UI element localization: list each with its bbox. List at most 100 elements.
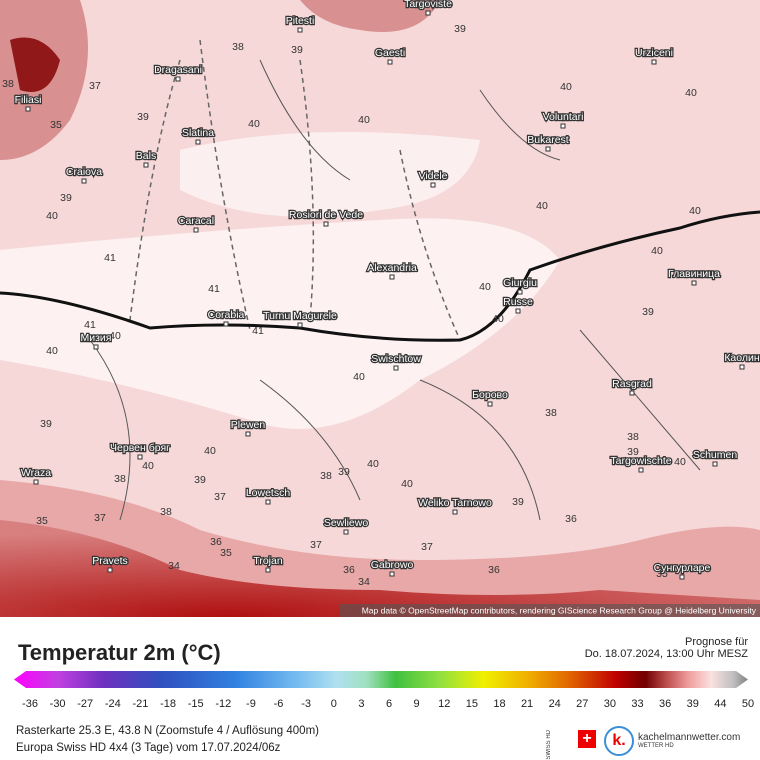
colorbar-tick-label: 44 bbox=[714, 698, 726, 710]
country-border bbox=[0, 210, 760, 342]
isotherm-label: 39 bbox=[137, 111, 149, 123]
isotherm-label: 39 bbox=[642, 306, 654, 318]
isotherm-label: 34 bbox=[168, 560, 180, 572]
city-marker bbox=[560, 123, 566, 129]
isotherm-label: 39 bbox=[194, 474, 206, 486]
colorbar-tick-label: 6 bbox=[386, 698, 392, 710]
city-label: Rasgrad bbox=[612, 378, 652, 390]
colorbar-tick-label: 30 bbox=[604, 698, 616, 710]
city-marker bbox=[265, 499, 271, 505]
forecast-label: Prognose für bbox=[685, 636, 748, 648]
city-label: Targowischte bbox=[610, 455, 671, 467]
isotherm-label: 36 bbox=[210, 536, 222, 548]
attribution-bg bbox=[340, 604, 760, 617]
isotherm-label: 35 bbox=[36, 515, 48, 527]
city-label: Gabrowo bbox=[371, 559, 414, 571]
isotherm-label: 39 bbox=[291, 44, 303, 56]
isotherm-label: 37 bbox=[310, 539, 322, 551]
city-marker bbox=[193, 227, 199, 233]
colorbar bbox=[14, 671, 748, 688]
city-marker bbox=[517, 289, 523, 295]
city-label: Plewen bbox=[231, 419, 266, 431]
isotherm-label: 38 bbox=[160, 506, 172, 518]
colorbar-tick-label: -24 bbox=[105, 698, 121, 710]
isotherm-label: 38 bbox=[545, 407, 557, 419]
city-label: Bals bbox=[136, 150, 156, 162]
isotherm-label: 40 bbox=[109, 330, 121, 342]
city-marker bbox=[297, 27, 303, 33]
site[interactable]: kachelmannwetter.com WETTER HD bbox=[638, 732, 740, 749]
isotherm-label: 36 bbox=[343, 564, 355, 576]
isotherm-label: 35 bbox=[50, 119, 62, 131]
cool-area bbox=[180, 132, 480, 217]
isotherm-label: 40 bbox=[142, 460, 154, 472]
city-label: Trojan bbox=[253, 555, 283, 567]
colorbar-tick-label: 33 bbox=[631, 698, 643, 710]
colorbar-tick-label: -15 bbox=[188, 698, 204, 710]
colorbar-tick-label: 12 bbox=[438, 698, 450, 710]
isotherm-label: 40 bbox=[492, 313, 504, 325]
site-sub: WETTER HD bbox=[638, 743, 674, 749]
city-marker bbox=[81, 178, 87, 184]
city-label: Urziceni bbox=[635, 47, 673, 59]
isotherm-label: 39 bbox=[454, 23, 466, 35]
city-label: Wraza bbox=[21, 467, 51, 479]
city-marker bbox=[223, 321, 229, 327]
isotherm-label: 40 bbox=[689, 205, 701, 217]
isotherm-label: 36 bbox=[488, 564, 500, 576]
city-label: Rosiori de Vede bbox=[289, 209, 363, 221]
isotherm-label: 37 bbox=[421, 541, 433, 553]
city-marker bbox=[387, 59, 393, 65]
isotherm-label: 38 bbox=[320, 470, 332, 482]
colorbar-tick-label: 36 bbox=[659, 698, 671, 710]
isotherm-label: 40 bbox=[46, 210, 58, 222]
city-label: Gaesti bbox=[375, 47, 405, 59]
city-label: Videle bbox=[419, 170, 448, 182]
city-label: Pitesti bbox=[286, 15, 315, 27]
isotherm-label: 40 bbox=[685, 87, 697, 99]
city-label: Targoviste bbox=[404, 0, 452, 10]
isotherm-label: 40 bbox=[353, 371, 365, 383]
isotherm-label: 40 bbox=[248, 118, 260, 130]
isotherm-label: 40 bbox=[479, 281, 491, 293]
city-label: Alexandria bbox=[367, 262, 417, 274]
colorbar-ticks: -36 -30 -27 -24 -21 -18 -15 -12 -9 -6 -3 0 3 6 9 12 15 18… bbox=[22, 698, 754, 710]
city-marker bbox=[297, 322, 303, 328]
isotherm-label: 39 bbox=[60, 192, 72, 204]
colorbar-tick-label: -27 bbox=[77, 698, 93, 710]
city-label: Dragasani bbox=[154, 64, 202, 76]
isotherm-label: 35 bbox=[656, 568, 668, 580]
isotherm-label: 40 bbox=[674, 456, 686, 468]
city-marker bbox=[25, 106, 31, 112]
city-marker bbox=[389, 274, 395, 280]
colorbar-tick-label: 39 bbox=[687, 698, 699, 710]
isotherm-label: 35 bbox=[220, 547, 232, 559]
city-label: Filiasi bbox=[15, 94, 42, 106]
city-marker bbox=[679, 574, 685, 580]
colorbar-tick-label: 50 bbox=[742, 698, 754, 710]
city-label: Slatina bbox=[182, 127, 214, 139]
city-marker bbox=[33, 479, 39, 485]
isotherm-label: 36 bbox=[565, 513, 577, 525]
city-marker bbox=[487, 401, 493, 407]
isotherm-label: 40 bbox=[358, 114, 370, 126]
city-marker bbox=[93, 344, 99, 350]
isotherm-label: 39 bbox=[338, 466, 350, 478]
isotherm-label: 41 bbox=[208, 283, 220, 295]
isotherm-label: 39 bbox=[627, 446, 639, 458]
colorbar-tick-label: -30 bbox=[50, 698, 66, 710]
city-label: Сунгурларе bbox=[654, 562, 711, 574]
colorbar-tick-label: -12 bbox=[215, 698, 231, 710]
city-marker bbox=[651, 59, 657, 65]
city-label: Caracal bbox=[178, 215, 214, 227]
colorbar-tick-label: -36 bbox=[22, 698, 38, 710]
colorbar-tick-label: 27 bbox=[576, 698, 588, 710]
colorbar-tick-label: -21 bbox=[133, 698, 149, 710]
colorbar-tick-label: -3 bbox=[301, 698, 311, 710]
colorbar-tick-label: 3 bbox=[358, 698, 364, 710]
city-marker bbox=[545, 146, 551, 152]
city-marker bbox=[393, 365, 399, 371]
city-label: Giurgiu bbox=[503, 277, 537, 289]
site-name[interactable]: kachelmannwetter.com bbox=[638, 732, 741, 743]
city-label: Schumen bbox=[693, 449, 738, 461]
